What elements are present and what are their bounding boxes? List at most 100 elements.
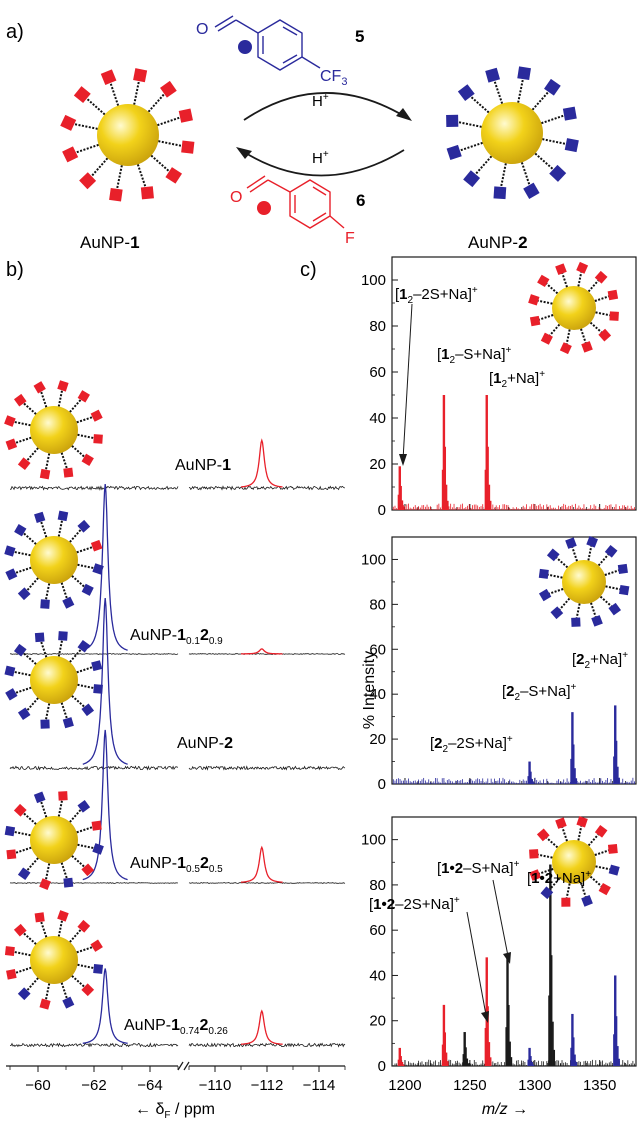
panel-c-label: c) bbox=[300, 259, 317, 281]
ms-frame bbox=[391, 816, 637, 1067]
catalyst-bottom: H+ bbox=[312, 149, 329, 167]
nmr-peak-red bbox=[241, 845, 283, 883]
nmr-peak-blue bbox=[82, 597, 128, 765]
ligand-chain bbox=[23, 577, 39, 595]
red-endgroup bbox=[598, 328, 612, 342]
ms-peak-red bbox=[397, 1059, 400, 1066]
nmr-x-tick-label: −114 bbox=[303, 1077, 336, 1094]
ms-y-tick-label: 80 bbox=[369, 596, 386, 613]
red-endgroup bbox=[540, 332, 553, 345]
forward-arrowhead bbox=[396, 108, 412, 121]
blue-endgroup bbox=[463, 170, 481, 188]
nanoparticle-icon bbox=[4, 791, 104, 890]
annotation-arrow bbox=[466, 911, 487, 1016]
blue-endgroup bbox=[81, 583, 94, 596]
ligand-chain bbox=[44, 583, 51, 605]
ms-peak-blue bbox=[575, 1061, 578, 1066]
nmr-trace-label: AuNP-10.120.9 bbox=[130, 627, 223, 647]
ms-peak-black bbox=[509, 1041, 511, 1066]
nmr-trace-label: AuNP-2 bbox=[177, 735, 233, 752]
nmr-baseline bbox=[188, 485, 346, 491]
red-endgroup bbox=[73, 86, 91, 104]
blue-marker-dot bbox=[238, 40, 252, 54]
nanoparticle-icon bbox=[538, 535, 630, 627]
red-endgroup bbox=[90, 409, 103, 422]
forward-arrow bbox=[243, 92, 405, 121]
ms-peak-black bbox=[510, 1057, 513, 1066]
blue-endgroup bbox=[63, 877, 74, 888]
blue-endgroup bbox=[14, 524, 27, 537]
reverse-arrowhead bbox=[236, 147, 252, 159]
ms-y-tick-label: 40 bbox=[369, 967, 386, 984]
reagent-5-substituent: CF3 bbox=[320, 68, 347, 88]
nanoparticle-icon bbox=[4, 631, 103, 729]
nmr-baseline bbox=[9, 765, 179, 771]
blue-endgroup bbox=[565, 537, 577, 549]
red-endgroup bbox=[91, 820, 102, 831]
ligand-chain bbox=[9, 830, 31, 837]
nmr-x-axis-label: ← δF / ppm bbox=[135, 1101, 215, 1121]
ms-peak-blue bbox=[528, 1047, 531, 1066]
ms-peak-black bbox=[463, 1032, 466, 1066]
red-endgroup bbox=[140, 186, 154, 200]
ms-peak-black bbox=[553, 1049, 556, 1066]
ms-peak-black bbox=[467, 1063, 470, 1066]
ms-x-tick-label: 1200 bbox=[388, 1077, 421, 1094]
blue-endgroup bbox=[562, 106, 577, 121]
blue-endgroup bbox=[4, 825, 16, 837]
red-endgroup bbox=[529, 869, 541, 881]
blue-endgroup bbox=[546, 548, 560, 562]
ms-peak-black bbox=[508, 1004, 510, 1066]
red-endgroup bbox=[6, 849, 17, 860]
ligand-chain bbox=[9, 550, 31, 557]
blue-endgroup bbox=[540, 886, 554, 900]
red-endgroup bbox=[6, 969, 17, 980]
ms-peak-black bbox=[506, 955, 509, 1066]
ms-peak-blue bbox=[614, 705, 617, 784]
nanoparticle-aunp-1 bbox=[60, 68, 195, 202]
ligand-chain bbox=[71, 445, 89, 461]
blue-endgroup bbox=[571, 617, 581, 627]
nmr-baseline bbox=[9, 485, 179, 491]
ms-peak-blue bbox=[530, 1056, 532, 1066]
ms-peak-blue bbox=[532, 1064, 535, 1066]
ms-spectra: 0 20 40 60 80 100 0 20 40 60 80 100 0 20 40 60 80 100 1200… bbox=[361, 256, 637, 1094]
ms-peak-red bbox=[487, 1006, 489, 1066]
nanoparticle-icon bbox=[529, 816, 620, 907]
blue-endgroup bbox=[5, 568, 18, 581]
ms-peak-blue bbox=[528, 761, 531, 784]
ms-peak-blue bbox=[571, 712, 574, 784]
ms-peak-black bbox=[552, 1021, 554, 1066]
gold-core bbox=[552, 286, 596, 330]
red-endgroup bbox=[598, 883, 611, 896]
ms-peak-black bbox=[462, 1054, 465, 1066]
gold-core bbox=[562, 560, 606, 604]
nanoparticle-icon bbox=[60, 68, 195, 202]
blue-endgroup bbox=[550, 606, 564, 620]
blue-endgroup bbox=[457, 84, 475, 102]
ms-mid-annotations: [22+Na]+ [22–S+Na]+ [22–2S+Na]+ bbox=[430, 650, 628, 755]
red-endgroup bbox=[594, 270, 608, 284]
red-endgroup bbox=[561, 897, 571, 907]
ms-frame bbox=[391, 536, 637, 785]
blue-endgroup bbox=[58, 631, 68, 641]
ms-peak-blue bbox=[615, 1016, 618, 1066]
ms-peak-red bbox=[484, 1027, 487, 1066]
ms-peak-red bbox=[447, 500, 449, 510]
ms-peak-red bbox=[400, 1056, 402, 1066]
ms-peak-blue bbox=[614, 975, 617, 1066]
red-endgroup bbox=[529, 849, 539, 859]
red-endgroup bbox=[79, 172, 97, 190]
red-marker-dot bbox=[257, 201, 271, 215]
ms-x-tick-label: 1300 bbox=[518, 1077, 551, 1094]
ms-peak-red bbox=[442, 395, 446, 510]
blue-endgroup bbox=[57, 510, 69, 522]
ms-peak-blue bbox=[571, 1013, 574, 1066]
ms-peak-red bbox=[441, 1044, 444, 1066]
red-endgroup bbox=[576, 261, 589, 274]
ms-peak-red bbox=[488, 1042, 491, 1066]
red-endgroup bbox=[57, 910, 69, 922]
red-endgroup bbox=[109, 188, 123, 202]
red-endgroup bbox=[576, 816, 588, 828]
ms-peak-blue bbox=[570, 1047, 572, 1066]
